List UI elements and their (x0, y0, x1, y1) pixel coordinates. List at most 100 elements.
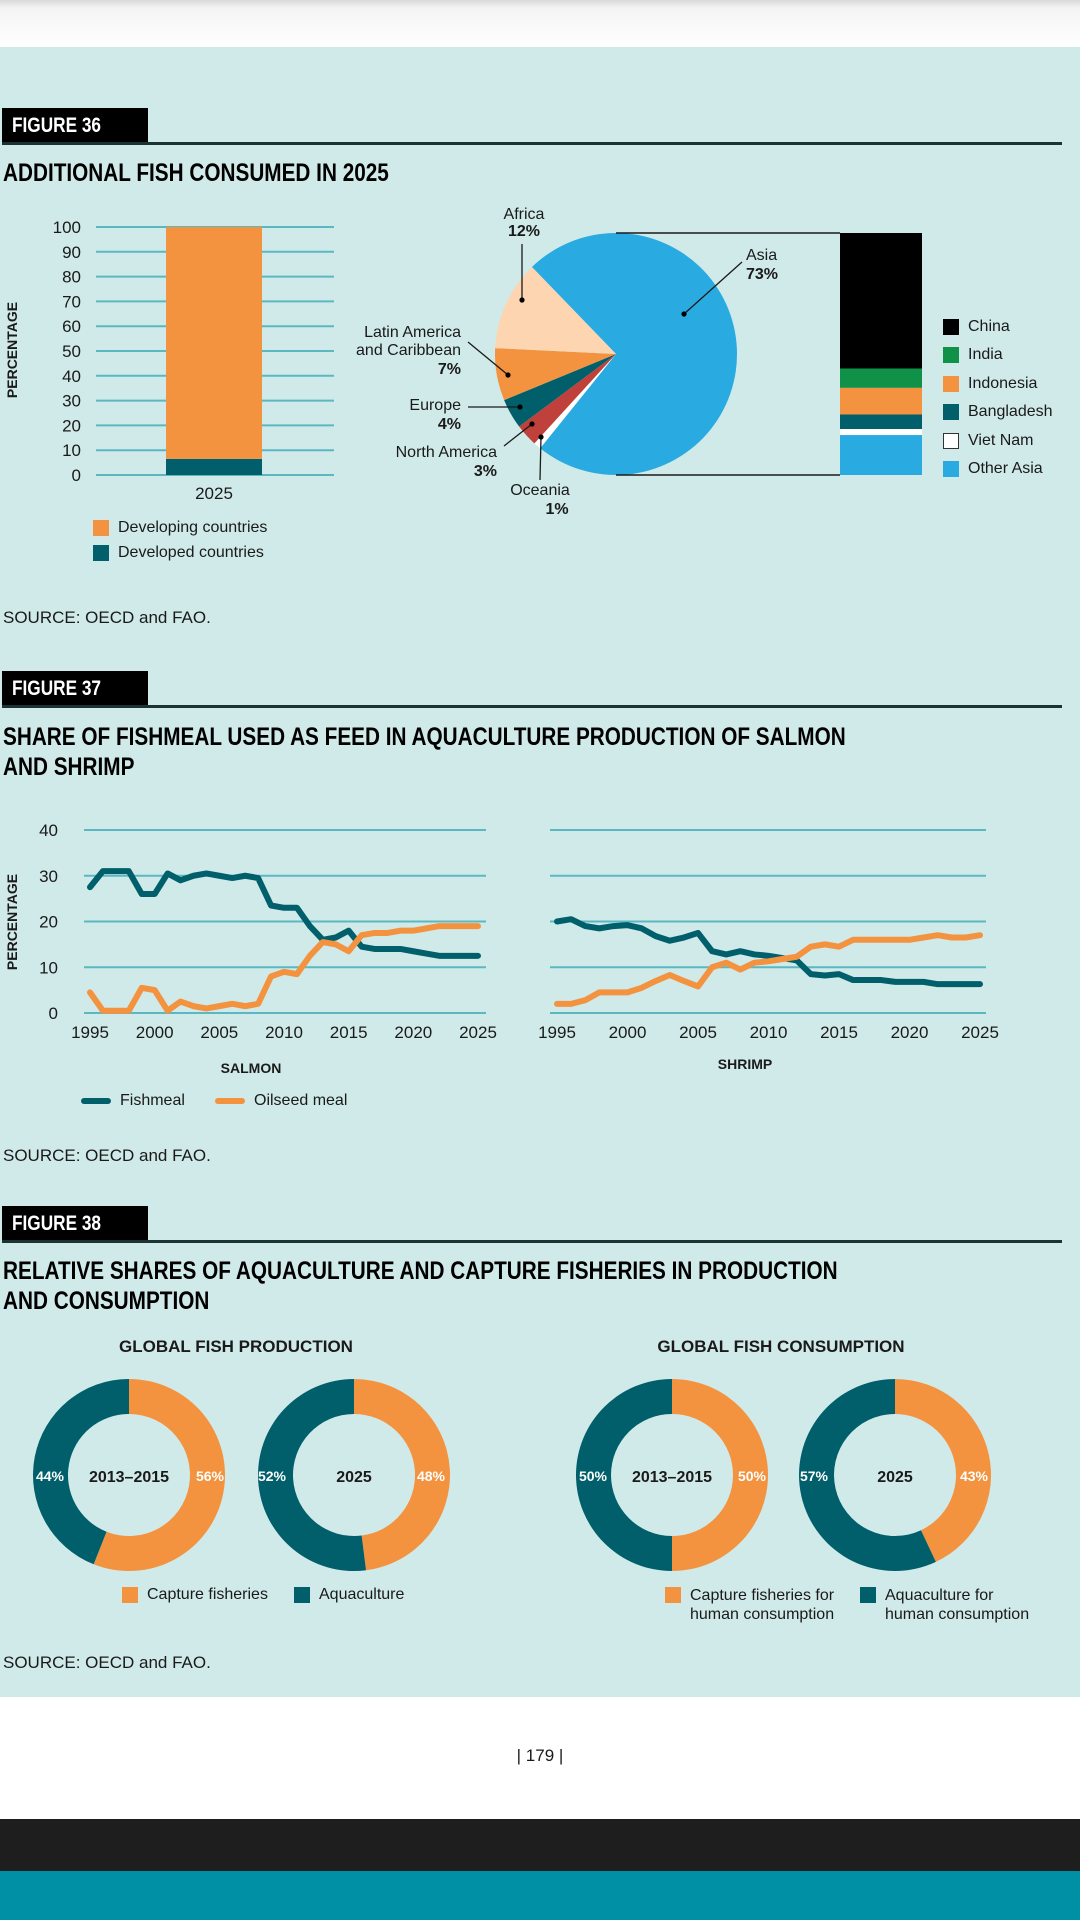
leader-dot (517, 404, 523, 410)
x-axis-label: SALMON (221, 1060, 282, 1076)
series-line-oilseed-meal (87, 923, 481, 1014)
legend-item-viet-nam: Viet Nam (943, 432, 1034, 450)
legend-item-indonesia: Indonesia (943, 375, 1037, 393)
asia-segment-india (840, 368, 922, 388)
legend-item-capture: Capture fisheries (122, 1586, 268, 1604)
legend-swatch (943, 319, 959, 335)
x-tick-label: 2020 (891, 1023, 929, 1042)
donut-center-label: 2025 (336, 1469, 372, 1486)
leader-line (683, 261, 743, 315)
pie-slice-africa (495, 266, 616, 354)
y-tick-label: 90 (62, 243, 81, 262)
leader-line (539, 436, 542, 481)
pie-label: Oceania (510, 482, 570, 499)
y-axis-label: PERCENTAGE (4, 874, 20, 970)
legend-label: Other Asia (968, 460, 1043, 477)
legend-item-fishmeal: Fishmeal (81, 1092, 185, 1110)
pie-label: Africa (504, 206, 545, 223)
figure-37-source: SOURCE: OECD and FAO. (3, 1146, 211, 1165)
pie-slice-oceania (534, 354, 616, 449)
legend-item-aquaculture: Aquaculture (294, 1586, 404, 1604)
legend-item-india: India (943, 346, 1003, 364)
legend-label: Oilseed meal (254, 1092, 348, 1109)
y-tick-label: 30 (39, 867, 58, 886)
title-line: RELATIVE SHARES OF AQUACULTURE AND CAPTU… (3, 1257, 838, 1285)
x-tick-label: 2010 (265, 1023, 303, 1042)
asia-segment-indonesia (840, 387, 922, 415)
y-tick-label: 60 (62, 317, 81, 336)
legend-label: Fishmeal (120, 1092, 185, 1109)
y-tick-label: 80 (62, 268, 81, 287)
x-tick-label: 2015 (330, 1023, 368, 1042)
top-bar (0, 0, 1080, 47)
donut-capture-value: 48% (417, 1468, 446, 1484)
pie-slice-latin-america-and-caribbean (495, 348, 616, 401)
leader-line (503, 423, 533, 447)
legend-item-other-asia: Other Asia (943, 460, 1043, 478)
y-tick-label: 30 (62, 392, 81, 411)
legend-item-china: China (943, 318, 1010, 336)
legend-item-developed: Developed countries (93, 544, 264, 562)
leader-dot (529, 421, 535, 427)
donut-segment-capture (895, 1379, 991, 1562)
legend-label: Aquaculture (319, 1586, 405, 1603)
asia-segment-viet-nam (840, 429, 922, 436)
pie-slice-europe (504, 354, 616, 427)
figure-36-title: ADDITIONAL FISH CONSUMED IN 2025 (3, 158, 389, 188)
donut-segment-capture (672, 1379, 768, 1571)
asia-segment-other-asia (840, 435, 922, 475)
legend-swatch (860, 1587, 876, 1603)
x-tick-label: 2025 (459, 1023, 497, 1042)
donut-segment-capture (93, 1379, 225, 1572)
pie-value-label: 73% (746, 266, 778, 283)
pie-label: North America (396, 444, 497, 461)
y-axis-label: PERCENTAGE (4, 302, 20, 398)
legend-label: Developing countries (118, 519, 268, 536)
figure-36-source: SOURCE: OECD and FAO. (3, 608, 211, 627)
legend-swatch (943, 375, 959, 392)
page-number: | 179 | (516, 1746, 564, 1765)
leader-line (467, 341, 509, 376)
pie-label: Latin America (364, 324, 461, 341)
legend-swatch (294, 1587, 310, 1603)
x-tick-label: 1995 (71, 1023, 109, 1042)
donut-capture-value: 50% (738, 1468, 767, 1484)
leader-dot (505, 372, 511, 378)
leader-dot (519, 297, 525, 303)
figure-38-source: SOURCE: OECD and FAO. (3, 1653, 211, 1672)
donut-aquaculture-value: 52% (258, 1468, 287, 1484)
donut-capture-value: 56% (196, 1468, 225, 1484)
leader-dot (538, 434, 544, 440)
y-tick-label: 40 (39, 821, 58, 840)
series-line-fishmeal (87, 868, 481, 959)
title-line: ADDITIONAL FISH CONSUMED IN 2025 (3, 159, 389, 187)
x-tick-label: 2005 (679, 1023, 717, 1042)
x-tick-label: 2010 (750, 1023, 788, 1042)
y-tick-label: 10 (39, 958, 58, 977)
title-line: AND SHRIMP (3, 753, 135, 781)
figure-label-text: FIGURE 38 (12, 1212, 101, 1235)
legend-swatch (943, 347, 959, 364)
bar-segment-developed-countries (166, 458, 262, 475)
legend-item-aquaculture-human: Aquaculture for human consumption (860, 1586, 1045, 1624)
donut-aquaculture-value: 50% (579, 1468, 608, 1484)
pie-label: and Caribbean (356, 342, 461, 359)
legend-swatch (943, 432, 959, 449)
pie-slice-asia (531, 233, 737, 475)
legend-swatch (943, 404, 959, 421)
figure-37-rule (2, 705, 1062, 708)
pie-slice-north-america (519, 354, 616, 444)
x-tick-label: 2000 (136, 1023, 174, 1042)
y-tick-label: 20 (39, 913, 58, 932)
legend-swatch (93, 545, 109, 561)
donut-capture-value: 43% (960, 1468, 989, 1484)
x-tick-label: 2005 (200, 1023, 238, 1042)
donut-segment-aquaculture (799, 1379, 936, 1571)
figure-label-text: FIGURE 37 (12, 677, 101, 700)
x-tick-label: 2020 (394, 1023, 432, 1042)
donut-aquaculture-value: 57% (800, 1468, 829, 1484)
x-tick-label: 1995 (538, 1023, 576, 1042)
figure-36-label: FIGURE 36 (2, 108, 148, 143)
figure-38-label: FIGURE 38 (2, 1206, 148, 1241)
